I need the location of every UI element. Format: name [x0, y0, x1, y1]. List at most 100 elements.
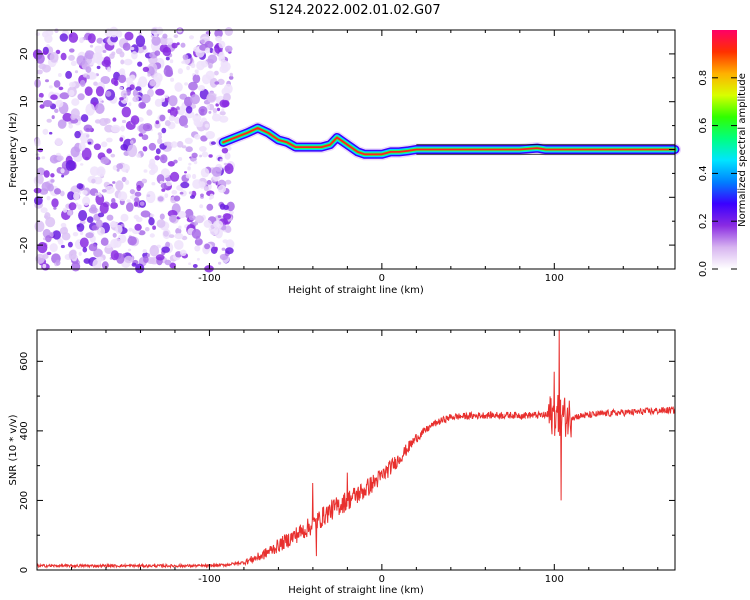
noise-speckle — [122, 42, 131, 51]
noise-speckle — [96, 166, 106, 177]
noise-speckle — [221, 247, 226, 251]
noise-speckle — [58, 86, 64, 91]
noise-speckle — [79, 237, 89, 248]
noise-speckle — [228, 75, 234, 80]
x-tick-label: 100 — [545, 273, 564, 284]
noise-speckle — [139, 201, 145, 206]
noise-speckle — [208, 111, 212, 114]
noise-speckle — [203, 219, 212, 228]
figure-title: S124.2022.002.01.02.G07 — [269, 3, 440, 18]
noise-speckle — [37, 242, 48, 254]
noise-speckle — [111, 198, 116, 204]
noise-speckle — [185, 146, 193, 153]
noise-speckle — [67, 191, 75, 201]
noise-speckle — [171, 42, 178, 49]
noise-speckle — [79, 37, 84, 44]
noise-speckle — [167, 161, 175, 167]
noise-speckle — [134, 191, 142, 197]
noise-speckle — [170, 77, 175, 82]
noise-speckle — [120, 125, 125, 132]
noise-speckle — [91, 178, 96, 184]
noise-speckle — [37, 148, 44, 153]
noise-speckle — [68, 123, 73, 129]
noise-speckle — [101, 261, 109, 270]
noise-speckle — [69, 48, 75, 53]
noise-speckle — [104, 124, 114, 133]
noise-speckle — [181, 145, 187, 149]
noise-speckle — [151, 182, 156, 186]
x-tick-label: -100 — [198, 574, 221, 585]
noise-speckle — [181, 61, 186, 64]
noise-speckle — [35, 183, 40, 188]
noise-speckle — [87, 141, 92, 145]
noise-speckle — [135, 35, 146, 48]
noise-speckle — [221, 100, 230, 108]
noise-speckle — [38, 63, 47, 70]
noise-speckle — [131, 262, 137, 267]
noise-speckle — [129, 195, 134, 199]
noise-speckle — [123, 58, 133, 66]
snr-ylabel: SNR (10 * v/v) — [8, 414, 19, 485]
noise-speckle — [94, 192, 99, 196]
noise-speckle — [124, 255, 134, 264]
noise-speckle — [184, 171, 187, 174]
noise-speckle — [72, 232, 79, 237]
noise-speckle — [188, 262, 192, 266]
noise-speckle — [140, 210, 151, 218]
noise-speckle — [115, 224, 123, 234]
noise-speckle — [110, 202, 118, 209]
noise-speckle — [187, 166, 191, 171]
noise-speckle — [215, 35, 223, 42]
noise-speckle — [124, 31, 134, 41]
noise-speckle — [62, 112, 73, 122]
y-tick-label: 400 — [19, 421, 30, 440]
noise-speckle — [59, 92, 70, 100]
noise-speckle — [193, 118, 201, 127]
noise-speckle — [195, 215, 204, 224]
snr-ticks: -100 0 100 0 200 400 600 — [19, 330, 675, 585]
noise-speckle — [138, 31, 142, 36]
noise-speckle — [184, 137, 193, 144]
noise-speckle — [55, 99, 64, 108]
noise-speckle — [136, 184, 142, 192]
noise-speckle — [85, 66, 92, 73]
noise-speckle — [49, 131, 53, 135]
noise-speckle — [33, 187, 42, 194]
noise-speckle — [177, 211, 187, 219]
noise-speckle — [154, 155, 160, 161]
noise-speckle — [53, 206, 57, 210]
noise-speckle — [211, 113, 222, 122]
noise-speckle — [200, 135, 208, 142]
noise-speckle — [71, 98, 80, 106]
noise-speckle — [142, 66, 150, 72]
noise-speckle — [201, 39, 205, 44]
noise-speckle — [50, 94, 58, 100]
noise-speckle — [223, 162, 228, 166]
noise-speckle — [85, 232, 94, 239]
noise-speckle — [99, 118, 108, 126]
noise-speckle — [168, 95, 178, 107]
noise-speckle — [93, 248, 103, 258]
noise-speckle — [35, 53, 45, 64]
noise-speckle — [155, 88, 165, 96]
colorbar-label: Normalized spectral amplitude — [737, 73, 748, 227]
noise-speckle — [228, 210, 234, 215]
noise-speckle — [167, 109, 172, 114]
noise-speckle — [225, 179, 232, 185]
noise-speckle — [77, 117, 82, 121]
y-tick-label: 600 — [19, 352, 30, 371]
noise-speckle — [171, 190, 178, 195]
noise-speckle — [99, 202, 109, 214]
colorbar-tick-label: 0.4 — [698, 165, 709, 181]
noise-speckle — [85, 103, 95, 116]
noise-speckle — [142, 249, 147, 254]
noise-speckle — [134, 197, 140, 203]
noise-speckle — [157, 138, 163, 145]
noise-speckle — [101, 189, 107, 193]
noise-speckle — [179, 191, 184, 195]
noise-speckle — [83, 124, 93, 133]
noise-speckle — [42, 51, 49, 55]
y-tick-label: 10 — [19, 95, 30, 108]
